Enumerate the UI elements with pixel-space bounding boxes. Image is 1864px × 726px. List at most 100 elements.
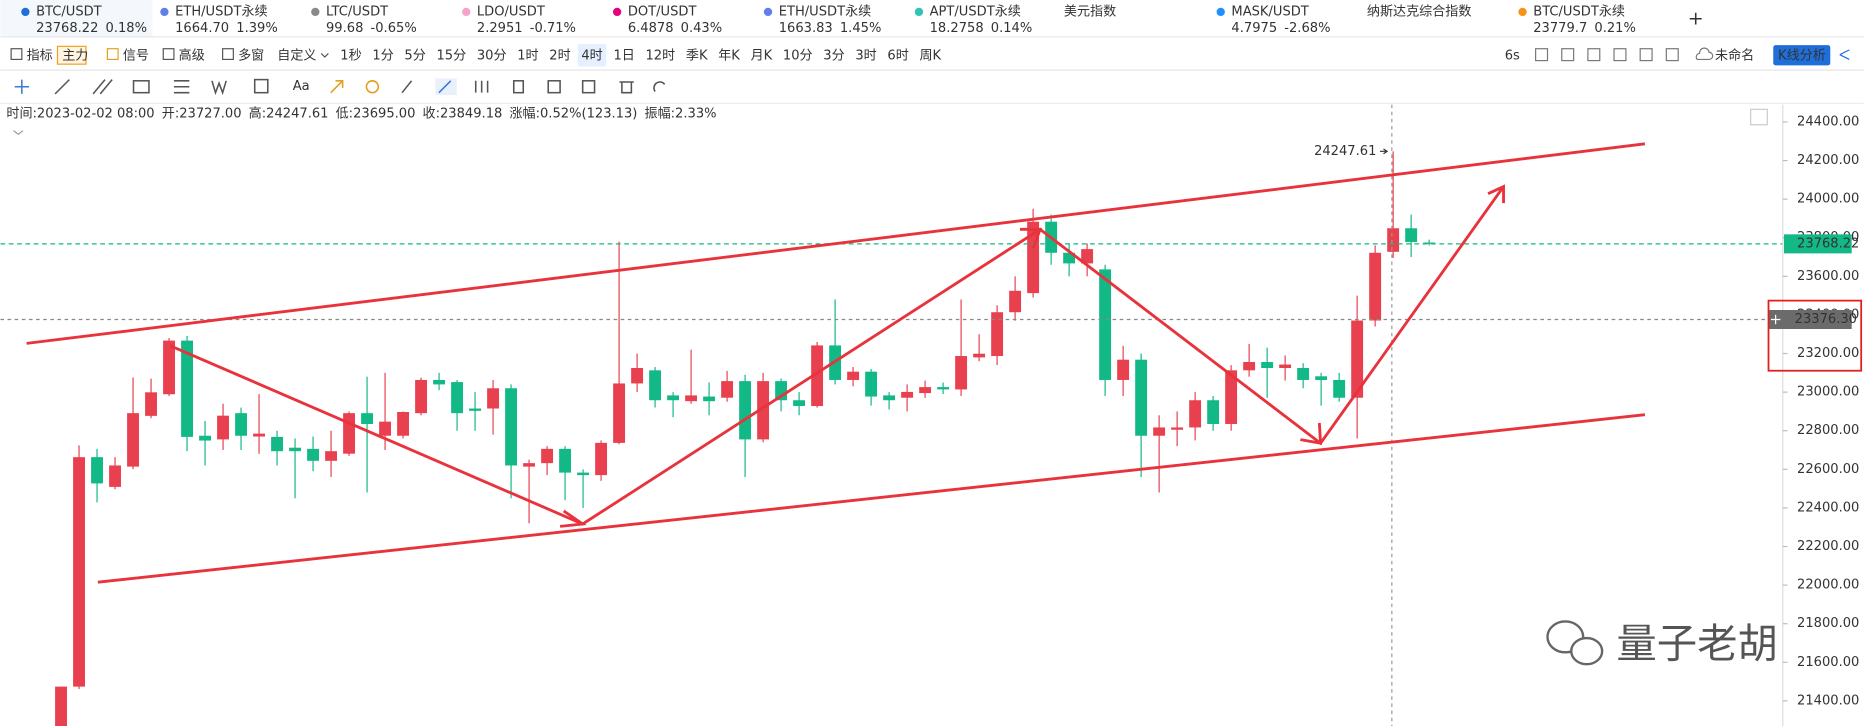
edit-tool[interactable] [581,80,596,94]
price-axis: 24400.0024200.0024000.0023800.0023600.00… [1768,104,1859,726]
candle-body [1315,376,1328,380]
interval-button[interactable]: 3时 [855,48,876,63]
collapse-arrow[interactable] [13,130,24,136]
interval-button[interactable]: 1时 [517,48,538,63]
wave-arrows [559,184,1505,528]
toolbar-button[interactable]: 主力 [62,48,88,63]
y-tick-label: 21800.00 [1797,616,1859,631]
line-tool[interactable] [54,79,70,95]
candle-body [721,381,734,398]
ticker-name[interactable]: BTC/USDT永续 [1533,4,1625,19]
info-label: 时间: [6,107,37,122]
undo-tool[interactable] [653,81,666,92]
toolbar-button[interactable]: 多窗 [238,47,264,63]
coin-icon [462,7,471,17]
interval-button[interactable]: 12时 [646,48,676,63]
ticker-name[interactable]: DOT/USDT [628,4,698,19]
ticker-name[interactable]: ETH/USDT永续 [779,4,871,19]
channel-lower[interactable] [97,413,1646,584]
fullscreen-button[interactable] [1750,108,1768,126]
drawing-tools: Aa [14,78,666,96]
toolbar-icon[interactable] [1665,48,1679,62]
interval-button[interactable]: 1秒 [340,48,361,63]
share-icon[interactable] [1839,49,1850,60]
fib-tool[interactable] [173,80,190,94]
add-tab[interactable]: + [1688,8,1704,30]
ticker-name[interactable]: BTC/USDT [36,4,103,19]
candle-body [289,447,301,452]
interval-button[interactable]: 6时 [887,48,908,63]
toolbar-icon[interactable] [1561,48,1575,62]
y-tick-label: 24000.00 [1797,192,1859,207]
candle-body [883,395,896,401]
candle-body [775,381,788,401]
text-tool[interactable]: Aa [293,79,310,94]
candle-body [1099,269,1112,380]
candle-body [271,436,283,452]
ticker-name[interactable]: LTC/USDT [326,4,389,19]
active-tab [0,0,153,37]
candle-body [1225,370,1238,424]
ticker-name[interactable]: LDO/USDT [477,4,546,19]
wave-tool[interactable] [211,80,227,96]
ticker-name[interactable]: ETH/USDT永续 [175,4,267,19]
channel-tool[interactable] [92,79,113,95]
interval-button[interactable]: 5分 [404,48,425,63]
toolbar-icon[interactable] [1639,48,1653,62]
crosshair-tag [1768,309,1852,330]
toolbar-icon [10,48,23,61]
candle-body [1081,249,1094,264]
toolbar-button[interactable]: 6s [1505,48,1520,63]
candle-body [1117,359,1130,380]
toolbar-button[interactable]: 高级 [179,47,205,63]
interval-button[interactable]: 季K [686,48,708,63]
ticker-name[interactable]: 纳斯达克综合指数 [1367,4,1472,19]
interval-button[interactable]: 2时 [549,48,570,63]
interval-button[interactable]: 月K [751,48,773,63]
toolbar-icon[interactable] [1587,48,1601,62]
measure-tool[interactable] [253,78,269,94]
interval-button[interactable]: 1日 [613,48,634,63]
interval-button[interactable]: 4时 [581,48,602,63]
candle-body [1369,252,1382,321]
toolbar-icon[interactable] [1613,48,1627,62]
ticker-name[interactable]: 美元指数 [1064,4,1116,19]
toolbar-icon [162,48,175,61]
interval-button[interactable]: 30分 [477,48,507,63]
interval-button[interactable]: 15分 [436,48,466,63]
y-tick-label: 22400.00 [1797,500,1859,515]
candle-tool[interactable] [474,80,489,93]
lock-tool[interactable] [365,80,380,94]
toolbar-button[interactable]: 指标 [27,48,53,63]
ticker-price: 23768.22 [36,21,98,36]
candle-body [1405,228,1418,242]
interval-button[interactable]: 1分 [372,48,393,63]
crosshair-tool[interactable] [14,79,29,94]
toolbar-button[interactable]: 未命名 [1715,47,1754,63]
rect-tool[interactable] [132,80,150,94]
delete-tool[interactable] [619,81,634,94]
interval-button[interactable]: 3分 [823,48,844,63]
ticker-name[interactable]: APT/USDT永续 [930,4,1021,19]
info-value: 23849.18 [440,107,502,122]
magnet-tool[interactable] [330,80,344,94]
y-tick-label: 22200.00 [1797,539,1859,554]
ticker-change: 0.18% [106,21,148,36]
pen-tool[interactable] [401,80,413,94]
copy-tool[interactable] [547,80,561,94]
candle-body [667,395,680,401]
candle-body [865,371,878,397]
analysis-button[interactable]: K线分析 [1778,48,1826,63]
toolbar-button[interactable]: 信号 [123,48,149,63]
lock-draw[interactable] [512,80,525,94]
toolbar-icon[interactable] [1535,48,1549,62]
channel-upper[interactable] [26,142,1646,345]
toolbar-button[interactable]: 自定义 [277,48,316,63]
interval-button[interactable]: 年K [718,48,740,63]
ticker-name[interactable]: MASK/USDT [1231,4,1309,19]
brush-tool[interactable] [438,80,452,94]
interval-button[interactable]: 周K [919,48,941,63]
interval-button[interactable]: 10分 [783,48,813,63]
candle-body [1027,221,1040,294]
